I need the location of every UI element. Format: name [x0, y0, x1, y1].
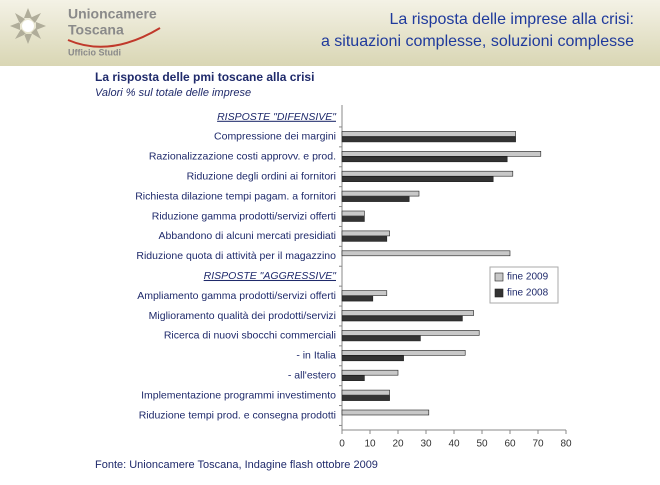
category-label: Compressione dei margini	[214, 131, 336, 143]
category-label: Riduzione gamma prodotti/servizi offerti	[152, 210, 336, 222]
bar	[341, 335, 421, 342]
bar	[341, 355, 404, 362]
slide-title: La risposta delle imprese alla crisi:	[389, 11, 634, 28]
x-tick-label: 70	[532, 439, 544, 450]
bar	[341, 131, 516, 137]
bar	[341, 230, 390, 237]
category-label: Riduzione degli ordini ai fornitori	[187, 170, 336, 182]
category-label: - all'estero	[288, 369, 336, 381]
bar	[341, 136, 516, 143]
bar	[341, 369, 399, 376]
section-header: RISPOSTE "AGGRESSIVE"	[204, 270, 338, 282]
slide-title: a situazioni complesse, soluzioni comple…	[321, 33, 634, 50]
bar	[341, 389, 390, 396]
logo	[10, 8, 161, 48]
org-name: Toscana	[68, 22, 124, 38]
category-label: Implementazione programmi investimento	[141, 389, 336, 401]
bar	[341, 290, 388, 296]
category-label: Miglioramento qualità dei prodotti/servi…	[149, 310, 336, 322]
bar	[341, 151, 542, 157]
category-label: Ampliamento gamma prodotti/servizi offer…	[137, 290, 336, 302]
x-tick-label: 60	[504, 439, 516, 450]
legend-swatch	[494, 288, 504, 298]
category-label: - in Italia	[296, 350, 336, 362]
x-tick-label: 40	[448, 439, 460, 450]
category-label: Ricerca di nuovi sbocchi commerciali	[164, 330, 336, 342]
bar	[341, 210, 365, 217]
category-label: Richiesta dilazione tempi pagam. a forni…	[135, 190, 336, 202]
bar	[341, 170, 514, 177]
bar	[341, 236, 388, 242]
x-tick-label: 20	[392, 439, 404, 450]
source-note: Fonte: Unioncamere Toscana, Indagine fla…	[95, 459, 378, 471]
bar	[341, 216, 365, 222]
bar	[341, 310, 474, 316]
bar	[341, 315, 463, 322]
org-name: Unioncamere	[68, 6, 157, 22]
bar	[341, 409, 430, 416]
bar	[341, 349, 466, 356]
legend-swatch	[494, 272, 504, 282]
legend-label: fine 2008	[507, 288, 549, 299]
bar	[341, 156, 508, 163]
category-label: Riduzione quota di attività per il magaz…	[136, 250, 336, 262]
chart-title: La risposta delle pmi toscane alla crisi	[95, 70, 314, 84]
bar	[341, 375, 365, 382]
category-label: Razionalizzazione costi approvv. e prod.	[149, 151, 336, 163]
category-label: Riduzione tempi prod. e consegna prodott…	[139, 409, 336, 421]
x-tick-label: 80	[560, 439, 572, 450]
bar	[341, 395, 390, 401]
legend-label: fine 2009	[507, 272, 549, 283]
bar	[341, 330, 480, 336]
bar	[341, 190, 420, 197]
bar	[341, 295, 374, 302]
section-header: RISPOSTE "DIFENSIVE"	[217, 111, 337, 123]
bar	[341, 176, 494, 182]
x-tick-label: 30	[420, 439, 432, 450]
bar	[341, 250, 511, 257]
chart-subtitle: Valori % sul totale delle imprese	[95, 87, 251, 99]
x-tick-label: 50	[476, 439, 488, 450]
bar	[341, 196, 410, 202]
org-dept: Ufficio Studi	[68, 47, 121, 57]
x-tick-label: 0	[339, 439, 345, 450]
category-label: Abbandono di alcuni mercati presidiati	[159, 230, 336, 242]
header-band	[0, 0, 660, 66]
x-tick-label: 10	[364, 439, 376, 450]
